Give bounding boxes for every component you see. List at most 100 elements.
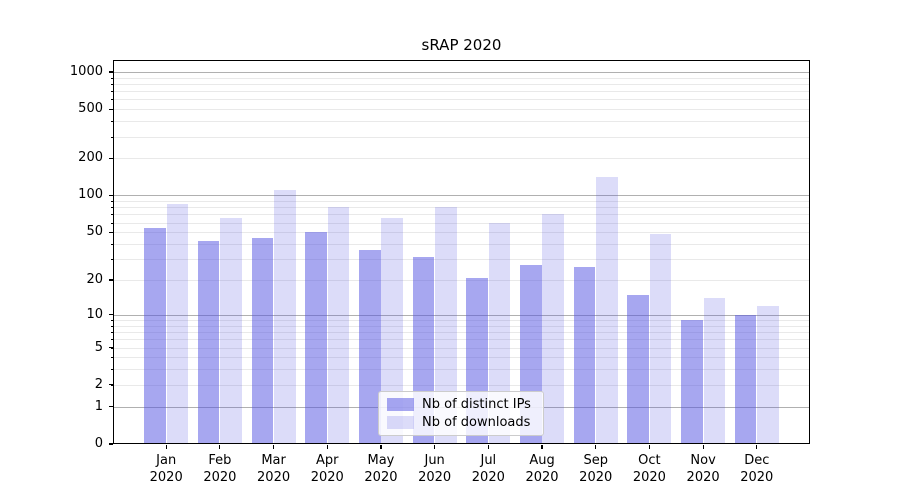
x-tick-label: Feb 2020: [203, 453, 237, 485]
gridline-minor: [113, 83, 810, 85]
bar-downloads: [435, 207, 457, 444]
gridline-major: [113, 195, 810, 197]
bar-downloads: [327, 207, 350, 444]
gridline-minor: [113, 207, 810, 209]
y-tick: [108, 384, 113, 386]
bar-distinct-ips: [358, 249, 381, 444]
x-tick-label: Dec 2020: [740, 453, 774, 485]
y-tick: [108, 231, 113, 233]
y-tick: [108, 194, 113, 197]
x-tick: [595, 445, 597, 449]
x-tick: [380, 445, 382, 449]
y-minor-tick: [110, 244, 113, 245]
y-minor-tick: [110, 332, 113, 334]
legend-label-downloads: Nb of downloads: [422, 415, 531, 430]
x-tick: [756, 445, 758, 449]
y-tick: [108, 443, 113, 445]
y-tick-label: 50: [86, 224, 103, 240]
bar-downloads: [166, 204, 189, 444]
gridline-minor: [113, 136, 810, 138]
x-tick-label: Oct 2020: [632, 453, 666, 485]
gridline-minor: [113, 332, 810, 334]
bar-distinct-ips: [305, 232, 327, 444]
gridline-minor: [113, 244, 810, 245]
y-tick: [108, 71, 113, 73]
y-minor-tick: [110, 320, 113, 321]
gridline-minor: [113, 384, 810, 386]
x-tick-label: Mar 2020: [257, 453, 291, 485]
gridline-minor: [113, 109, 810, 111]
bar-distinct-ips: [251, 237, 274, 444]
gridline-major: [113, 71, 810, 73]
y-minor-tick: [110, 83, 113, 85]
y-minor-tick: [110, 214, 113, 216]
x-tick-label: Apr 2020: [310, 453, 344, 485]
y-tick: [108, 314, 113, 316]
x-tick-label: Aug 2020: [525, 453, 559, 485]
y-minor-tick: [110, 222, 113, 224]
x-tick: [272, 445, 275, 449]
bar-downloads: [381, 217, 403, 444]
gridline-minor: [113, 232, 810, 234]
y-minor-tick: [110, 207, 113, 209]
legend: Nb of distinct IPs Nb of downloads: [378, 391, 544, 436]
x-tick: [165, 445, 167, 449]
bar-downloads: [488, 222, 511, 444]
y-tick-label: 1000: [69, 63, 103, 79]
legend-swatch-distinct-ips: [387, 398, 414, 411]
y-minor-tick: [110, 91, 113, 93]
x-tick: [434, 445, 436, 449]
y-minor-tick: [110, 121, 113, 123]
y-tick: [108, 108, 113, 110]
x-tick-label: Jul 2020: [471, 453, 505, 485]
y-tick-label: 20: [86, 272, 103, 288]
y-minor-tick: [110, 357, 113, 359]
bar-downloads: [542, 214, 565, 444]
bar-distinct-ips: [573, 266, 596, 444]
y-minor-tick: [110, 201, 113, 203]
bar-downloads: [703, 298, 726, 444]
gridline-minor: [113, 369, 810, 371]
gridline-minor: [113, 259, 810, 261]
y-minor-tick: [110, 339, 113, 341]
gridline-minor: [113, 91, 810, 93]
x-tick: [648, 445, 650, 449]
legend-item-distinct-ips: Nb of distinct IPs: [387, 397, 531, 412]
gridline-minor: [113, 201, 810, 203]
legend-item-downloads: Nb of downloads: [387, 415, 531, 430]
y-tick-label: 200: [78, 150, 103, 166]
bar-downloads: [220, 218, 242, 444]
gridline-minor: [113, 280, 810, 282]
legend-swatch-downloads: [387, 416, 414, 429]
y-tick-label: 0: [94, 436, 103, 451]
x-tick: [702, 445, 704, 449]
x-tick-label: Jan 2020: [149, 453, 183, 485]
gridline-minor: [113, 339, 810, 341]
y-minor-tick: [110, 325, 113, 327]
x-tick: [219, 445, 221, 449]
bar-downloads: [757, 305, 779, 444]
y-tick: [108, 346, 113, 349]
x-tick: [487, 445, 489, 449]
y-tick-label: 10: [86, 306, 103, 322]
y-minor-tick: [110, 259, 113, 261]
gridline-minor: [113, 214, 810, 216]
x-tick-label: May 2020: [364, 453, 398, 485]
y-tick-label: 100: [78, 187, 103, 203]
y-minor-tick: [110, 99, 113, 101]
y-tick-label: 500: [78, 101, 103, 117]
bar-distinct-ips: [197, 241, 220, 444]
bar-distinct-ips: [627, 294, 649, 444]
x-tick-label: Sep 2020: [579, 453, 613, 485]
bar-distinct-ips: [681, 320, 703, 444]
chart-title: sRAP 2020: [421, 36, 502, 54]
bar-distinct-ips: [734, 314, 757, 444]
y-tick-label: 1: [94, 398, 103, 414]
y-tick: [108, 157, 113, 159]
gridline-minor: [113, 357, 810, 359]
bar-downloads: [596, 177, 618, 444]
x-tick: [326, 445, 328, 449]
x-tick-label: Jun 2020: [418, 453, 452, 485]
gridline-minor: [113, 325, 810, 327]
